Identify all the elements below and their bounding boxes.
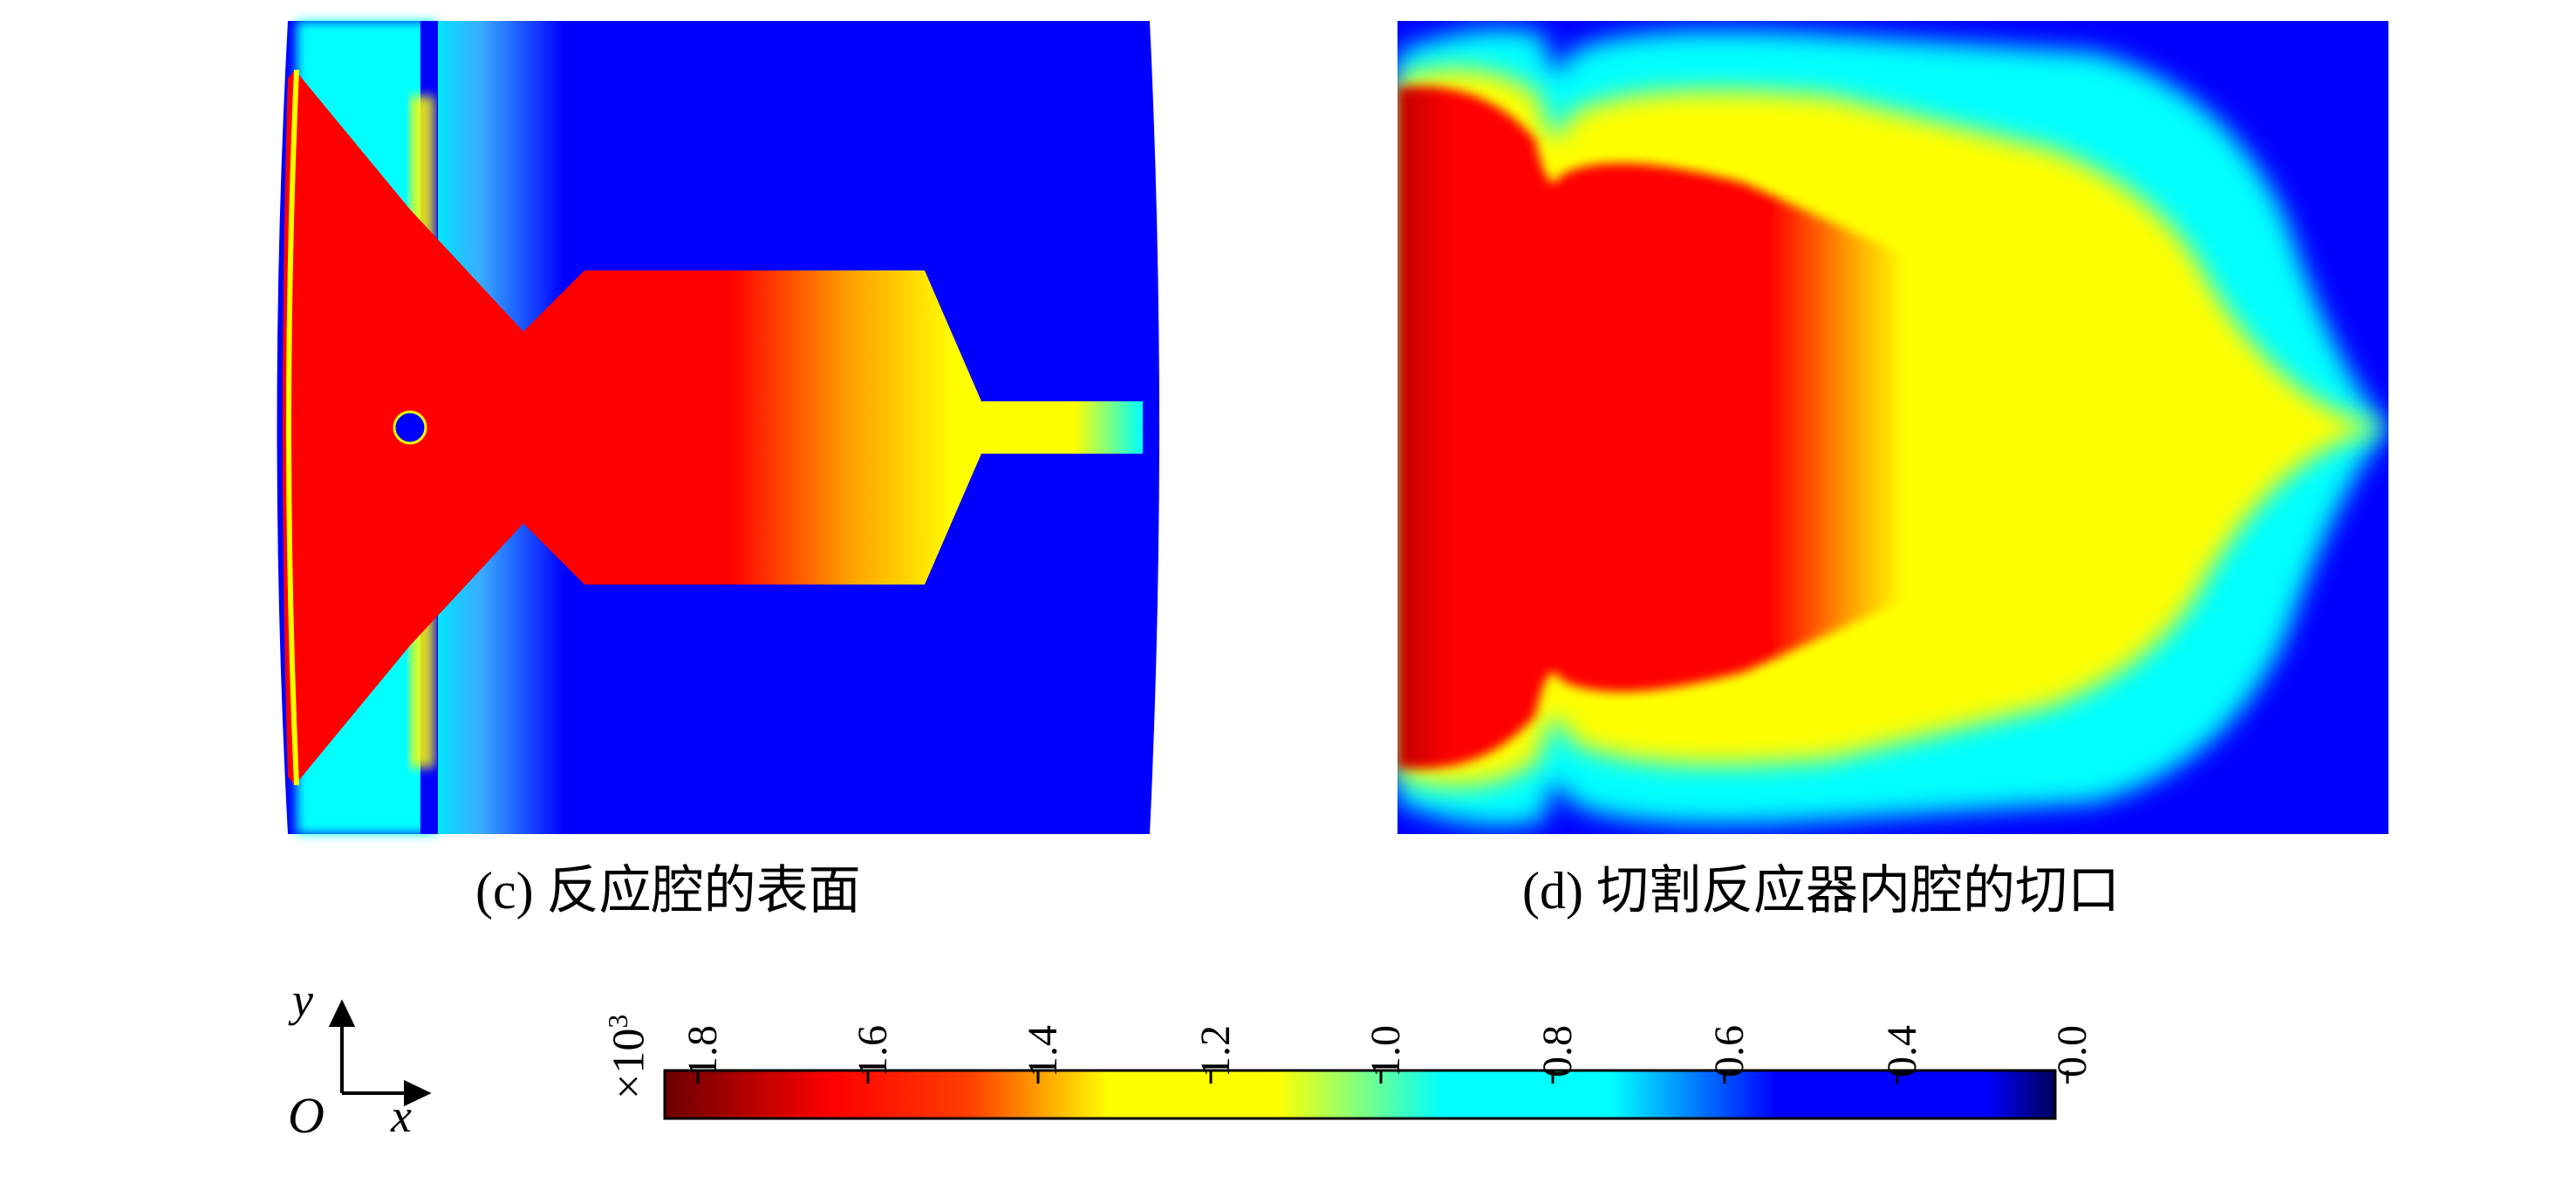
scale-prefix: ×10 xyxy=(604,1028,654,1099)
colorbar xyxy=(663,1069,2069,1120)
panel-d-cut-section xyxy=(1397,21,2388,834)
hot-core xyxy=(1397,85,2076,769)
colorbar-tick-label: 1.2 xyxy=(1192,1025,1239,1077)
y-axis-label: y xyxy=(292,974,313,1026)
colorbar-tick-label: 0.4 xyxy=(1879,1025,1925,1077)
caption-d: (d) 切割反应器内腔的切口 xyxy=(1522,862,2120,920)
origin-label: O xyxy=(288,1087,325,1144)
colorbar-tick-label: 0.8 xyxy=(1534,1025,1581,1077)
hot-region-c xyxy=(283,70,1143,785)
colorbar-tick-label: 1.4 xyxy=(1020,1025,1066,1077)
hole xyxy=(393,410,427,445)
colorbar-gradient xyxy=(663,1069,2057,1120)
colorbar-tick-label: 1.0 xyxy=(1363,1025,1409,1077)
colorbar-tick-label: 1.8 xyxy=(680,1025,726,1077)
colorbar-ticks xyxy=(696,1070,2069,1084)
coordinate-axes xyxy=(328,999,432,1107)
scale-exponent: 3 xyxy=(602,1014,633,1029)
colorbar-tick-label: 0.0 xyxy=(2049,1025,2095,1077)
caption-c: (c) 反应腔的表面 xyxy=(475,862,861,920)
colorbar-scale-label: ×103 xyxy=(602,925,663,1099)
x-axis-label: x xyxy=(391,1090,412,1142)
colorbar-tick-label: 1.6 xyxy=(850,1025,896,1077)
panel-c-reactor-surface xyxy=(277,21,1159,834)
colorbar-tick-label: 0.6 xyxy=(1706,1025,1753,1077)
